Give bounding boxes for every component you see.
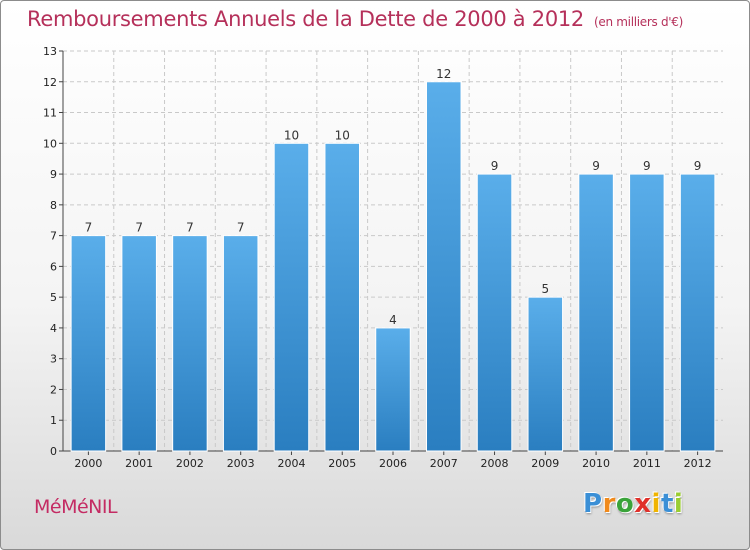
bar-2012 bbox=[679, 173, 716, 452]
y-tick-label: 12 bbox=[43, 76, 57, 89]
logo-letter: x bbox=[634, 489, 652, 519]
y-tick-label: 3 bbox=[50, 353, 57, 366]
y-tick-label: 1 bbox=[50, 414, 57, 427]
bar-2007 bbox=[426, 81, 462, 452]
data-label-2005: 10 bbox=[335, 128, 350, 142]
x-tick-label-2011: 2011 bbox=[633, 457, 661, 470]
y-tick-label: 11 bbox=[43, 107, 57, 120]
y-tick-label: 9 bbox=[50, 168, 57, 181]
x-tick-label-2012: 2012 bbox=[684, 457, 712, 470]
x-tick-label-2003: 2003 bbox=[227, 457, 255, 470]
y-tick-label: 2 bbox=[50, 383, 57, 396]
proxiti-logo: Proxiti bbox=[583, 489, 683, 519]
bar-2004 bbox=[273, 142, 310, 452]
bar-2011 bbox=[629, 173, 665, 452]
chart-title: Remboursements Annuels de la Dette de 20… bbox=[27, 7, 683, 31]
logo-letter: i bbox=[673, 489, 684, 519]
data-label-2010: 9 bbox=[592, 159, 600, 173]
data-label-2012: 9 bbox=[694, 159, 702, 173]
x-tick-label-2009: 2009 bbox=[531, 457, 559, 470]
bar-2010 bbox=[578, 173, 614, 452]
bar-2002 bbox=[172, 235, 208, 452]
x-tick-label-2006: 2006 bbox=[379, 457, 407, 470]
x-tick-label-2000: 2000 bbox=[74, 457, 102, 470]
logo-letter: P bbox=[583, 489, 603, 519]
data-label-2002: 7 bbox=[186, 221, 194, 235]
data-label-2000: 7 bbox=[85, 221, 93, 235]
bar-2003 bbox=[222, 235, 259, 452]
x-tick-label-2005: 2005 bbox=[328, 457, 356, 470]
x-tick-label-2008: 2008 bbox=[481, 457, 509, 470]
data-label-2004: 10 bbox=[284, 128, 299, 142]
y-tick-label: 8 bbox=[50, 199, 57, 212]
y-tick-label: 7 bbox=[50, 230, 57, 243]
bar-2000 bbox=[70, 235, 107, 452]
logo-letter: r bbox=[602, 489, 616, 519]
logo-letter: i bbox=[651, 489, 661, 519]
data-label-2007: 12 bbox=[436, 67, 451, 81]
logo-letter: t bbox=[660, 489, 674, 519]
y-tick-label: 10 bbox=[43, 137, 57, 150]
bar-2006 bbox=[375, 327, 411, 452]
data-label-2001: 7 bbox=[135, 221, 143, 235]
data-label-2011: 9 bbox=[643, 159, 651, 173]
chart-title-text: Remboursements Annuels de la Dette de 20… bbox=[27, 7, 584, 31]
labels: 0123456789101112137200072001720027200310… bbox=[43, 45, 712, 470]
data-label-2008: 9 bbox=[491, 159, 499, 173]
bar-2009 bbox=[527, 296, 564, 452]
y-tick-label: 0 bbox=[50, 445, 57, 458]
bar-2005 bbox=[324, 142, 360, 452]
logo-letter: o bbox=[615, 489, 635, 519]
chart-title-unit: (en milliers d'€) bbox=[594, 15, 684, 29]
data-label-2006: 4 bbox=[389, 313, 397, 327]
x-tick-label-2001: 2001 bbox=[125, 457, 153, 470]
bar-2008 bbox=[476, 173, 513, 452]
data-label-2009: 5 bbox=[541, 282, 549, 296]
y-tick-label: 13 bbox=[43, 45, 57, 58]
y-tick-label: 4 bbox=[50, 322, 57, 335]
bar-2001 bbox=[121, 235, 157, 452]
bars bbox=[70, 81, 716, 452]
y-tick-label: 6 bbox=[50, 260, 57, 273]
y-tick-label: 5 bbox=[50, 291, 57, 304]
x-tick-label-2004: 2004 bbox=[277, 457, 305, 470]
data-label-2003: 7 bbox=[237, 221, 245, 235]
commune-name: MéMéNIL bbox=[34, 496, 118, 518]
x-tick-label-2007: 2007 bbox=[430, 457, 458, 470]
x-tick-label-2010: 2010 bbox=[582, 457, 610, 470]
x-tick-label-2002: 2002 bbox=[176, 457, 204, 470]
